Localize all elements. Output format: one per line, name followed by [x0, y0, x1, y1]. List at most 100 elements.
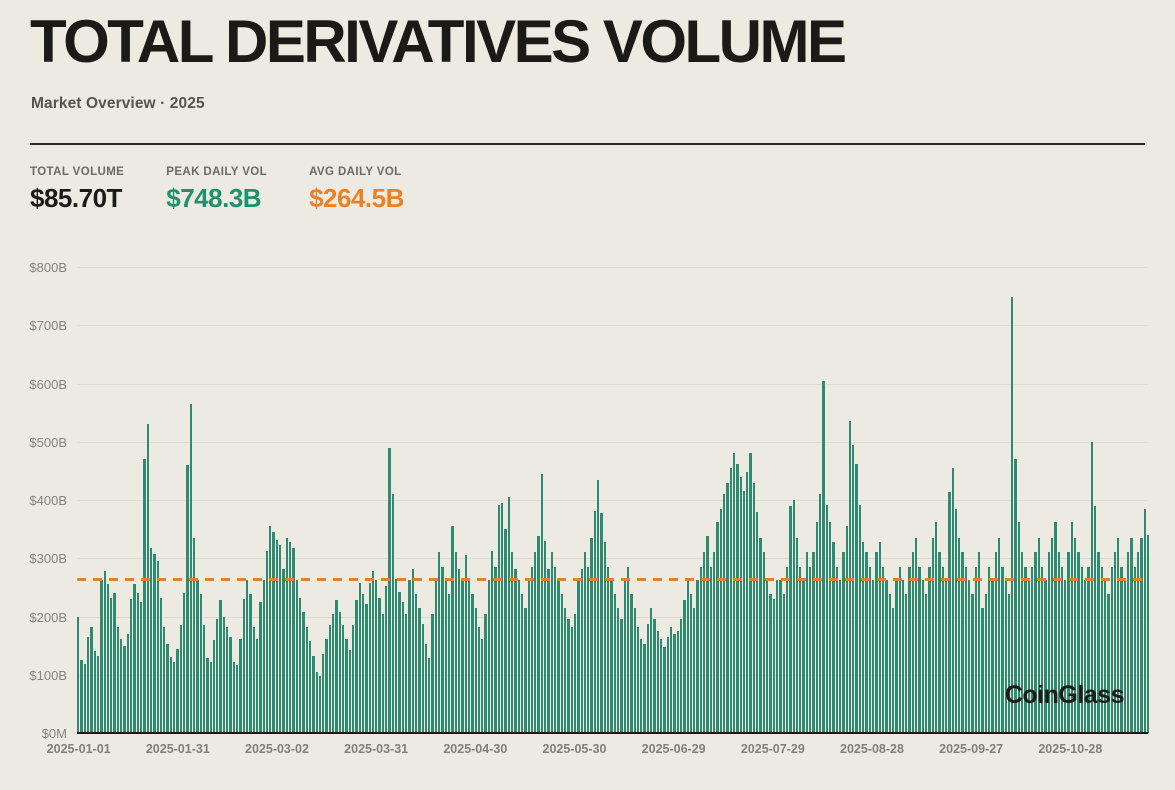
volume-bar: [573, 613, 577, 733]
volume-bar: [322, 654, 325, 733]
volume-bar: [395, 578, 398, 733]
volume-bar: [1110, 567, 1113, 733]
y-tick-label: $0M: [41, 726, 67, 741]
volume-bar: [100, 580, 103, 733]
volume-bar: [567, 619, 570, 733]
volume-bar: [1143, 508, 1146, 733]
page-subtitle: Market Overview · 2025: [31, 95, 205, 112]
volume-bar: [941, 567, 944, 733]
volume-bar: [925, 594, 928, 733]
volume-bar: [825, 504, 828, 733]
volume-bar: [607, 567, 610, 733]
volume-bar: [646, 623, 650, 733]
volume-bar: [120, 638, 123, 733]
volume-bar: [398, 592, 401, 733]
volume-bar: [1107, 594, 1110, 733]
volume-bar: [766, 580, 769, 733]
volume-bar: [226, 627, 229, 733]
volume-bar: [1031, 567, 1034, 733]
volume-bar: [689, 594, 693, 733]
volume-bar: [782, 594, 785, 733]
volume-bar: [192, 537, 196, 733]
gridline-$500B: [77, 441, 1148, 443]
volume-bar: [915, 537, 918, 733]
volume-bar: [858, 504, 862, 733]
y-tick-label: $100B: [29, 667, 67, 683]
volume-bar: [269, 526, 272, 733]
stat-peak-daily-vol: PEAK DAILY VOL $748.3B: [166, 166, 267, 214]
volume-bar: [958, 537, 961, 733]
page-title: TOTAL DERIVATIVES VOLUME: [30, 8, 847, 75]
volume-bar: [1021, 552, 1024, 733]
volume-bar: [905, 594, 908, 733]
volume-bar: [232, 661, 235, 733]
volume-bar: [202, 625, 206, 733]
volume-bar: [954, 508, 958, 733]
volume-bar: [616, 607, 620, 733]
volume-bar: [938, 552, 941, 733]
volume-bar: [338, 611, 341, 733]
volume-bar: [401, 601, 404, 733]
volume-bar: [209, 661, 212, 733]
volume-bar: [709, 567, 712, 733]
volume-bar: [249, 594, 252, 733]
volume-bar: [298, 597, 302, 733]
volume-bar: [196, 580, 199, 733]
volume-bar: [729, 467, 732, 733]
volume-bar: [1137, 552, 1140, 733]
volume-bar: [795, 537, 799, 733]
volume-bar: [855, 463, 858, 733]
volume-bar: [775, 580, 779, 733]
volume-bar: [852, 444, 855, 733]
volume-bar: [901, 580, 905, 733]
x-tick-label: 2025-01-31: [145, 742, 210, 756]
volume-bar: [368, 582, 371, 733]
volume-bar: [802, 580, 805, 733]
volume-bar: [934, 522, 938, 733]
volume-bar: [116, 627, 120, 733]
y-tick-label: $200B: [29, 609, 67, 625]
volume-bar: [1004, 580, 1007, 733]
volume-bar: [491, 551, 494, 733]
volume-bar: [126, 633, 129, 733]
volume-bar: [332, 613, 335, 733]
volume-bar: [1090, 441, 1093, 733]
gridline-$700B: [77, 325, 1148, 327]
gridline-$800B: [77, 267, 1148, 268]
volume-bar: [653, 619, 656, 733]
volume-bar: [593, 510, 597, 733]
volume-bar: [560, 594, 563, 733]
volume-bar: [908, 567, 911, 733]
volume-bar: [597, 479, 600, 733]
volume-bar: [255, 638, 259, 733]
volume-bar: [749, 453, 752, 733]
volume-bar: [292, 547, 295, 733]
volume-bar: [1050, 537, 1054, 733]
y-tick-label: $300B: [29, 551, 67, 567]
volume-bar: [1074, 537, 1077, 733]
volume-bar: [93, 651, 96, 733]
volume-bar: [494, 567, 497, 733]
volume-bar: [978, 552, 981, 733]
volume-bar: [868, 567, 871, 733]
volume-bar: [130, 599, 133, 733]
volume-bar: [474, 607, 477, 733]
stat-avg-daily-vol-label: AVG DAILY VOL: [309, 166, 402, 178]
volume-bar: [371, 571, 375, 733]
volume-bar: [527, 580, 530, 733]
volume-bar: [679, 619, 683, 733]
volume-bar: [136, 593, 139, 733]
volume-bar: [477, 627, 481, 733]
volume-bar: [504, 529, 507, 733]
volume-bar: [550, 552, 553, 733]
volume-bar: [928, 567, 931, 733]
volume-bar: [848, 421, 852, 733]
volume-bar: [239, 638, 242, 733]
x-tick-label: 2025-07-29: [740, 742, 805, 756]
volume-bar: [1087, 567, 1090, 733]
volume-bar: [580, 568, 583, 733]
volume-bar: [242, 599, 245, 733]
volume-bar: [418, 607, 421, 733]
x-axis-labels: 2025-01-01 2025-01-31 2025-03-02 2025-03-31…: [47, 742, 1148, 758]
volume-bar: [106, 584, 110, 733]
